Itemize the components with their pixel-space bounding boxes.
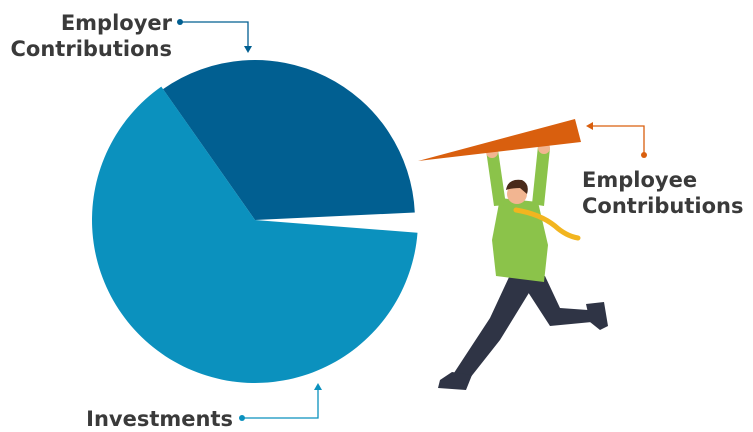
man-front-leg [515,272,592,326]
man-left-arm [486,150,506,206]
legend-label-investments: Investments [86,407,233,431]
label-line: Employee [582,168,698,192]
man-back-leg [452,275,535,378]
man-shirt [492,198,548,282]
man-right-arm [532,146,550,206]
callout-employer [177,19,252,53]
man-hair [506,179,528,194]
callout-employee [586,122,647,158]
legend-label-employee-contributions: Employee Contributions [582,167,753,219]
legend-label-employer-contributions: Employer Contributions [0,10,172,62]
pie-slice-investments [92,86,418,383]
label-line: Employer [60,11,172,35]
callout-investments [239,383,322,421]
label-line: Contributions [582,194,744,218]
pie-slice-employee-contributions [418,119,581,161]
pie-slice-employer-contributions [163,60,415,220]
label-line: Contributions [10,37,172,61]
man-front-shoe [586,302,608,330]
man-tie [513,207,581,241]
man-back-shoe [438,372,472,390]
